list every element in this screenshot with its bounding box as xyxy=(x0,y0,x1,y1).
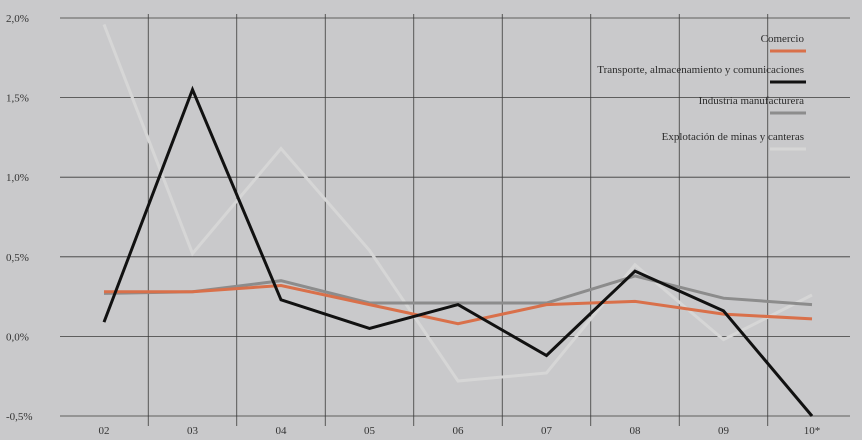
grid-lines xyxy=(60,14,850,426)
y-tick-label: 1,0% xyxy=(6,172,29,184)
legend: Comercio Transporte, almacenamiento y com… xyxy=(597,33,806,151)
x-tick-label: 10* xyxy=(804,425,821,437)
y-tick-label: -0,5% xyxy=(6,411,33,423)
x-tick-label: 08 xyxy=(630,425,642,437)
series-line xyxy=(103,274,813,307)
x-tick-label: 03 xyxy=(187,425,199,437)
series-line xyxy=(102,23,813,383)
x-tick-label: 09 xyxy=(718,425,730,437)
y-tick-label: 0,5% xyxy=(6,252,29,264)
x-tick-label: 06 xyxy=(453,425,465,437)
legend-label: Explotación de minas y canteras xyxy=(662,131,804,143)
axis-tick-labels: -0,5% 0,0% 0,5% 1,0% 1,5% 2,0% 02 03 04 05 06 07 08 0… xyxy=(6,13,820,437)
y-tick-label: 0,0% xyxy=(6,331,29,343)
series-line xyxy=(104,283,813,326)
series-line xyxy=(102,85,814,417)
y-tick-label: 1,5% xyxy=(6,93,29,105)
x-tick-label: 02 xyxy=(99,425,110,437)
x-tick-label: 05 xyxy=(364,425,376,437)
legend-label: Industria manufacturera xyxy=(699,95,804,107)
x-tick-label: 07 xyxy=(541,425,553,437)
x-tick-label: 04 xyxy=(276,425,288,437)
y-tick-label: 2,0% xyxy=(6,13,29,25)
legend-label: Comercio xyxy=(761,33,805,45)
legend-label: Transporte, almacenamiento y comunicacio… xyxy=(597,64,804,76)
series-lines xyxy=(102,23,814,417)
